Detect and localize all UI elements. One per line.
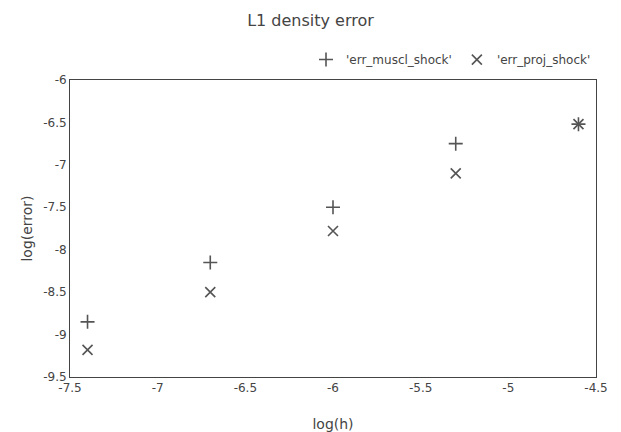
svg-text:-6.5: -6.5 xyxy=(43,116,66,130)
svg-text:-9.5: -9.5 xyxy=(43,370,66,384)
svg-text:-6.5: -6.5 xyxy=(234,381,257,395)
svg-text:-7: -7 xyxy=(55,158,67,172)
svg-text:-6: -6 xyxy=(327,381,339,395)
svg-text:'err_proj_shock': 'err_proj_shock' xyxy=(497,53,590,67)
svg-text:-8.5: -8.5 xyxy=(43,285,66,299)
svg-text:-6: -6 xyxy=(55,73,67,87)
svg-text:-9: -9 xyxy=(55,328,67,342)
svg-text:log(error): log(error) xyxy=(19,195,35,261)
svg-text:-4.5: -4.5 xyxy=(584,381,607,395)
svg-text:-5: -5 xyxy=(502,381,514,395)
svg-text:-7: -7 xyxy=(152,381,164,395)
svg-text:-7.5: -7.5 xyxy=(43,200,66,214)
svg-text:log(h): log(h) xyxy=(312,416,353,432)
svg-text:L1 density error: L1 density error xyxy=(247,11,374,30)
svg-text:-8: -8 xyxy=(55,243,67,257)
svg-text:'err_muscl_shock': 'err_muscl_shock' xyxy=(346,53,452,67)
svg-text:-5.5: -5.5 xyxy=(409,381,432,395)
svg-text:-7.5: -7.5 xyxy=(58,381,81,395)
